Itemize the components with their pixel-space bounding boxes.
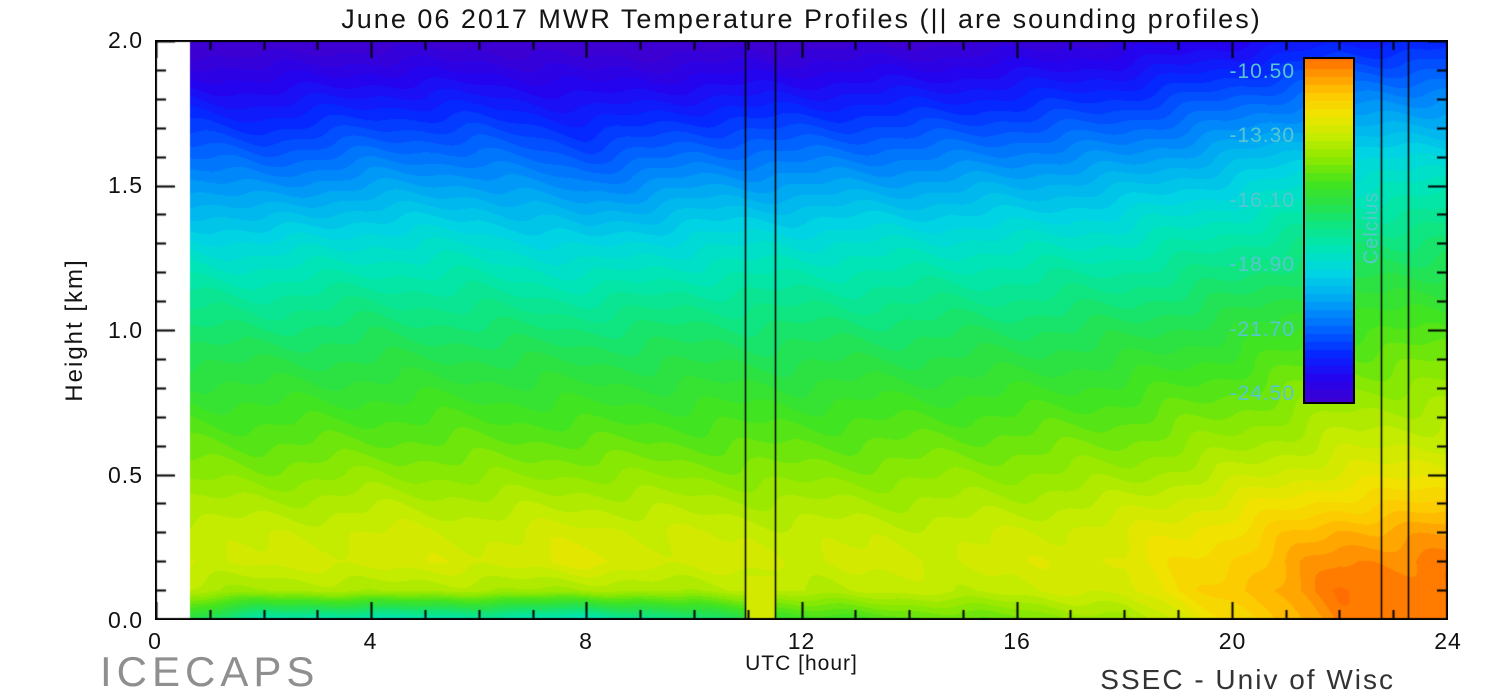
y-tick-label: 2.0 xyxy=(108,27,143,53)
y-tick-label: 1.0 xyxy=(108,317,143,343)
y-tick-label: 0.5 xyxy=(108,462,143,488)
plot-area: -10.50 -13.30 -16.10 -18.90 -21.70 -24.50 Cel… xyxy=(155,40,1448,620)
x-axis-label: UTC [hour] xyxy=(745,652,858,675)
x-tick-label: 4 xyxy=(363,628,378,654)
colorbar-tick-label: -10.50 xyxy=(1229,59,1295,83)
y-axis-label: Height [km] xyxy=(61,258,88,402)
colorbar-tick-label: -18.90 xyxy=(1229,253,1295,277)
x-tick-label: 0 xyxy=(148,628,162,654)
y-tick-label: 1.5 xyxy=(108,172,143,198)
contour-canvas xyxy=(155,40,1448,620)
x-tick-label: 24 xyxy=(1434,628,1462,654)
project-label: ICECAPS xyxy=(100,648,320,695)
x-tick-label: 20 xyxy=(1218,628,1247,654)
institution-label: SSEC - Univ of Wisc xyxy=(1100,664,1395,695)
colorbar-tick-label: -24.50 xyxy=(1229,382,1295,406)
chart-title: June 06 2017 MWR Temperature Profiles (|… xyxy=(341,4,1262,34)
x-tick-label: 16 xyxy=(1003,628,1031,654)
y-tick-label: 0.0 xyxy=(108,607,143,633)
colorbar-title: Celcius xyxy=(1360,191,1383,265)
colorbar-tick-label: -16.10 xyxy=(1229,188,1295,212)
colorbar xyxy=(1303,57,1355,404)
x-tick-label: 12 xyxy=(787,628,816,654)
colorbar-tick-label: -21.70 xyxy=(1229,317,1295,341)
colorbar-tick-label: -13.30 xyxy=(1229,124,1295,148)
x-tick-label: 8 xyxy=(579,628,593,654)
